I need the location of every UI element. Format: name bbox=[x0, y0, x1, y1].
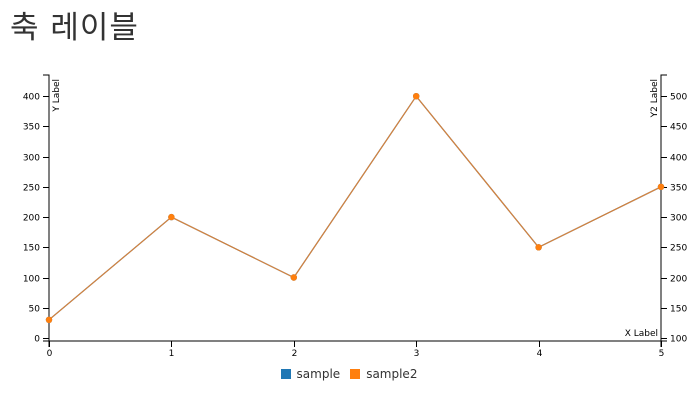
series-line-sample bbox=[48, 95, 662, 321]
y-tick-label: 400 bbox=[23, 93, 40, 103]
y2-tick-label: 350 bbox=[670, 184, 687, 194]
y2-tick-label: 450 bbox=[670, 123, 687, 133]
y2-tick-label: 150 bbox=[670, 305, 687, 315]
legend-item-sample2[interactable]: sample2 bbox=[350, 367, 417, 381]
x-tick-label: 3 bbox=[414, 349, 420, 359]
y-tick-label: 150 bbox=[23, 244, 40, 254]
data-point-sample2 bbox=[290, 274, 297, 281]
y2-tick-label: 300 bbox=[670, 214, 687, 224]
y2-tick-label: 250 bbox=[670, 244, 687, 254]
legend-swatch bbox=[350, 369, 361, 379]
data-point-sample2 bbox=[413, 93, 420, 100]
y-axis-line bbox=[43, 74, 50, 342]
data-point-sample2 bbox=[45, 316, 53, 323]
y2-axis-label: Y2 Label bbox=[650, 79, 660, 118]
y2-tick-label: 100 bbox=[670, 335, 687, 345]
y2-tick-label: 400 bbox=[670, 154, 687, 164]
data-point-sample2 bbox=[168, 213, 175, 221]
x-tick-label: 4 bbox=[537, 349, 543, 359]
y-axis-label: Y Label bbox=[52, 79, 62, 113]
x-axis-label: X Label bbox=[625, 329, 658, 339]
x-axis-line bbox=[48, 340, 662, 347]
data-point-sample2 bbox=[535, 244, 542, 251]
y2-tick-label: 200 bbox=[670, 275, 687, 285]
y-tick-label: 200 bbox=[23, 214, 40, 224]
y2-tick-label: 500 bbox=[670, 93, 687, 103]
y2-axis-line bbox=[660, 74, 667, 342]
x-tick-label: 0 bbox=[47, 349, 53, 359]
series-line-sample2 bbox=[48, 95, 662, 321]
y-tick-label: 350 bbox=[23, 123, 40, 133]
legend-item-sample[interactable]: sample bbox=[280, 367, 341, 381]
y-tick-label: 0 bbox=[34, 335, 40, 345]
legend-label: sample2 bbox=[366, 367, 418, 381]
x-tick-label: 1 bbox=[169, 349, 175, 359]
y-tick-label: 100 bbox=[23, 275, 40, 285]
page-title: 축 레이블 bbox=[10, 10, 139, 46]
x-tick-label: 5 bbox=[659, 349, 665, 359]
legend: sample sample2 bbox=[0, 367, 698, 381]
legend-label: sample bbox=[296, 367, 341, 381]
y-tick-label: 300 bbox=[23, 154, 40, 164]
legend-swatch bbox=[280, 369, 291, 379]
x-tick-label: 2 bbox=[292, 349, 298, 359]
y-tick-label: 50 bbox=[29, 305, 41, 315]
data-point-sample2 bbox=[657, 183, 665, 190]
y-tick-label: 250 bbox=[23, 184, 40, 194]
